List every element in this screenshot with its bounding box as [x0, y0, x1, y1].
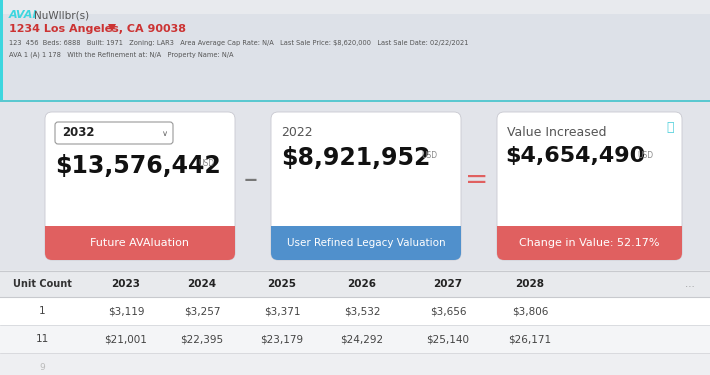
- Text: $26,171: $26,171: [508, 334, 552, 344]
- Text: 2026: 2026: [347, 279, 376, 289]
- Text: 2027: 2027: [433, 279, 462, 289]
- FancyBboxPatch shape: [45, 112, 235, 260]
- Text: $3,532: $3,532: [344, 306, 381, 316]
- Text: ∨: ∨: [162, 129, 168, 138]
- Text: 2025: 2025: [268, 279, 297, 289]
- FancyBboxPatch shape: [55, 122, 173, 144]
- Text: $3,806: $3,806: [512, 306, 548, 316]
- Bar: [0, 353, 710, 375]
- Text: $3,257: $3,257: [184, 306, 220, 316]
- Text: $21,001: $21,001: [104, 334, 148, 344]
- FancyBboxPatch shape: [271, 226, 461, 260]
- Text: $8,921,952: $8,921,952: [281, 146, 430, 170]
- Text: NuWllbr(s): NuWllbr(s): [34, 10, 89, 20]
- Text: AVAl: AVAl: [9, 10, 37, 20]
- FancyBboxPatch shape: [497, 112, 682, 260]
- Bar: [45, 226, 235, 236]
- Text: 11: 11: [36, 334, 48, 344]
- Text: Future AVAluation: Future AVAluation: [90, 238, 190, 248]
- Text: AVA 1 (A) 1 178   With the Refinement at: N/A   Property Name: N/A: AVA 1 (A) 1 178 With the Refinement at: …: [9, 51, 234, 57]
- Bar: [0, 271, 710, 297]
- Text: Unit Count: Unit Count: [13, 279, 72, 289]
- Text: USD: USD: [637, 151, 653, 160]
- Text: $24,292: $24,292: [340, 334, 383, 344]
- Text: $22,395: $22,395: [180, 334, 224, 344]
- Text: $25,140: $25,140: [427, 334, 469, 344]
- Text: Change in Value: 52.17%: Change in Value: 52.17%: [519, 238, 660, 248]
- Text: 2032: 2032: [62, 126, 94, 140]
- Bar: [0, 0, 710, 14]
- Text: 9: 9: [39, 363, 45, 372]
- FancyBboxPatch shape: [45, 226, 235, 260]
- Bar: [0, 325, 710, 353]
- Text: User Refined Legacy Valuation: User Refined Legacy Valuation: [287, 238, 445, 248]
- Text: USD: USD: [198, 159, 214, 168]
- FancyBboxPatch shape: [497, 226, 682, 260]
- Bar: [0, 297, 710, 325]
- Text: 2022: 2022: [281, 126, 312, 139]
- Text: –: –: [244, 166, 258, 194]
- Text: $3,371: $3,371: [263, 306, 300, 316]
- Text: $3,656: $3,656: [430, 306, 466, 316]
- Text: $3,119: $3,119: [108, 306, 144, 316]
- Bar: [0, 0, 710, 100]
- Text: USD: USD: [421, 151, 437, 160]
- Text: 1234 Los Angeles, CA 90038: 1234 Los Angeles, CA 90038: [9, 24, 186, 34]
- Text: 1: 1: [38, 306, 45, 316]
- Text: 123  456  Beds: 6888   Built: 1971   Zoning: LAR3   Area Average Cap Rate: N/A  : 123 456 Beds: 6888 Built: 1971 Zoning: L…: [9, 40, 469, 46]
- Text: ⓘ: ⓘ: [666, 121, 674, 134]
- Bar: [0, 271, 710, 375]
- Text: $13,576,442: $13,576,442: [55, 154, 221, 178]
- Bar: [0, 102, 710, 270]
- Text: 2024: 2024: [187, 279, 217, 289]
- Bar: [271, 226, 461, 236]
- Bar: [497, 226, 682, 236]
- Text: …: …: [685, 279, 695, 289]
- FancyBboxPatch shape: [271, 112, 461, 260]
- Text: 2028: 2028: [515, 279, 545, 289]
- Text: $23,179: $23,179: [261, 334, 304, 344]
- Text: $4,654,490: $4,654,490: [505, 146, 645, 166]
- Text: Value Increased: Value Increased: [507, 126, 606, 139]
- Text: =: =: [465, 166, 488, 194]
- Bar: [0, 100, 710, 102]
- Text: 2023: 2023: [111, 279, 141, 289]
- Bar: [0, 0, 3, 100]
